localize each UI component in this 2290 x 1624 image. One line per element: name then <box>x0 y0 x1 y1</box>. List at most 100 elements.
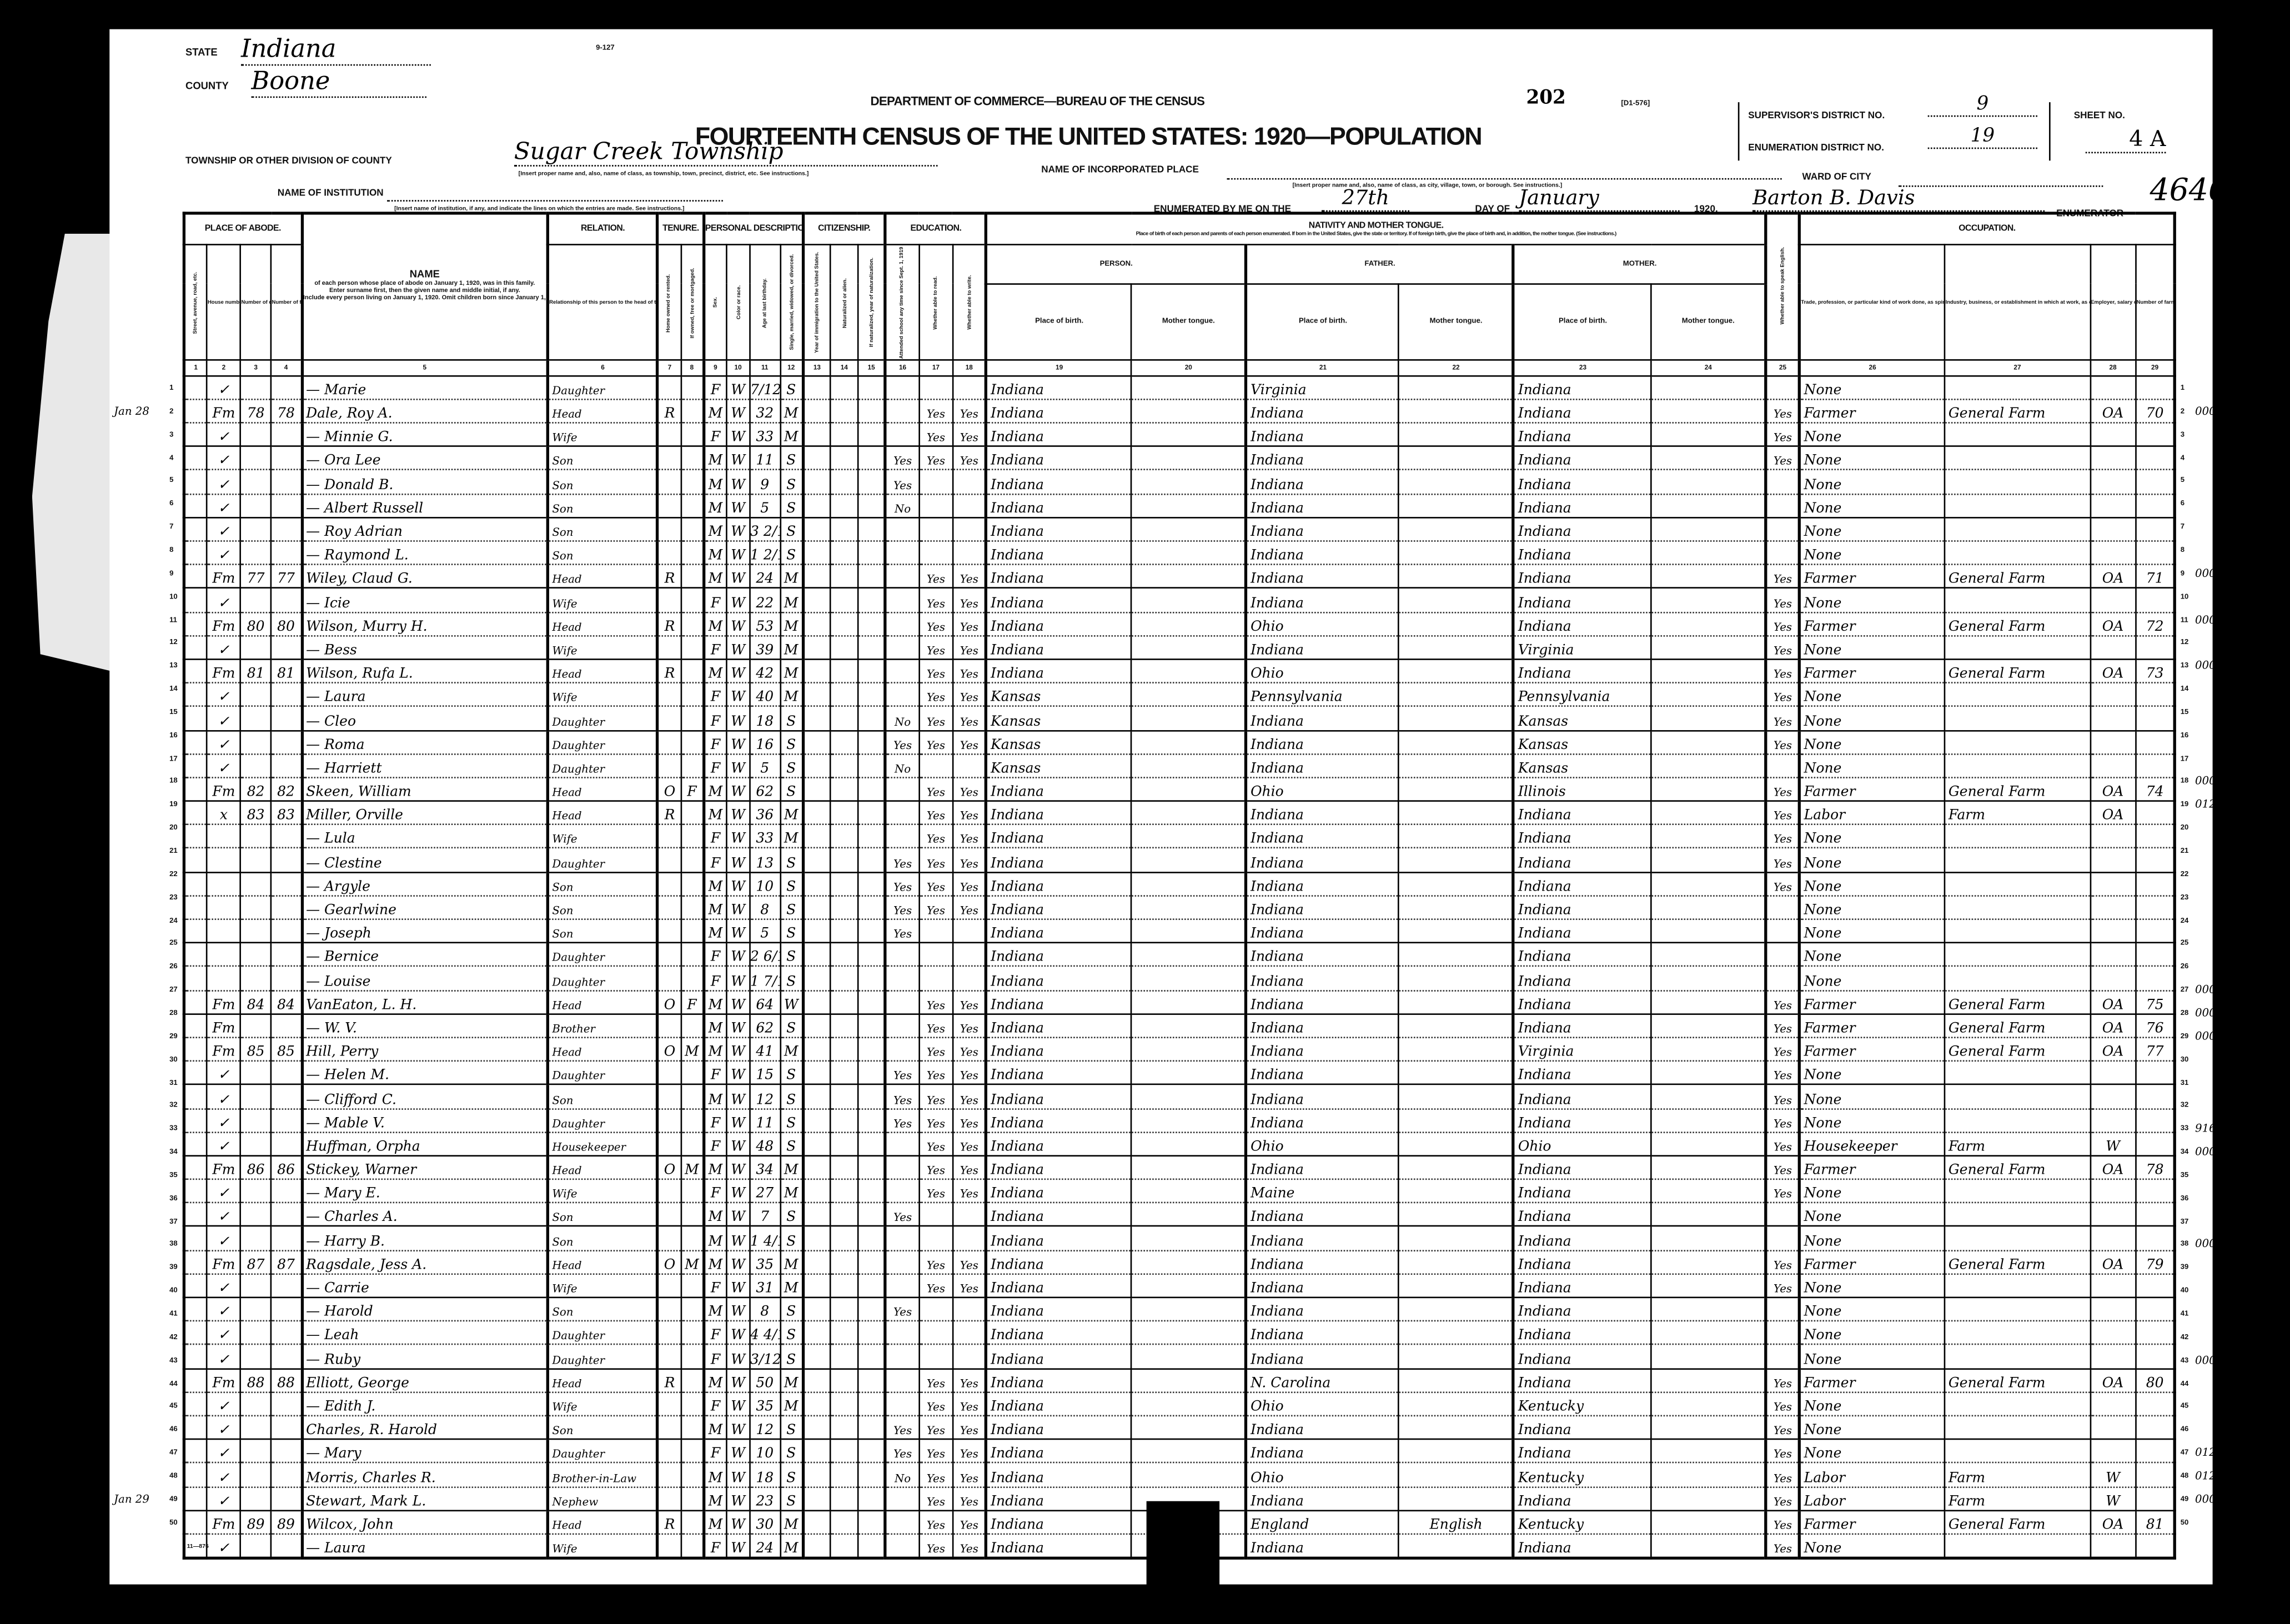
cell-naturalization-year <box>857 1392 887 1417</box>
cell-mother-mother-tongue <box>1650 682 1767 707</box>
cell-house-number: ✓ <box>206 1108 242 1133</box>
cell-age: 50 <box>749 1368 781 1393</box>
cell-mother-birthplace: Indiana <box>1513 659 1653 684</box>
cell-immigration-year <box>802 896 831 921</box>
cell-age: 22 <box>749 588 781 613</box>
line-number: 35 <box>169 1171 178 1180</box>
cell-industry <box>1944 872 2091 897</box>
cell-employment-class: OA <box>2089 801 2137 826</box>
cell-age: 31 <box>749 1274 781 1299</box>
cell-naturalized <box>830 1226 859 1251</box>
cell-age: 40 <box>749 682 781 707</box>
cell-family-number <box>270 848 303 873</box>
cell-relation: Son <box>547 896 660 921</box>
cell-race: W <box>726 801 751 826</box>
cell-house-number: ✓ <box>206 1486 242 1511</box>
line-number: 13 <box>169 661 178 671</box>
cell-home-owned: O <box>657 1250 682 1275</box>
margin-code: 012 <box>2195 797 2216 811</box>
cell-father-birthplace: Indiana <box>1245 801 1400 826</box>
cell-mother-tongue <box>1131 1439 1248 1464</box>
cell-relation: Daughter <box>547 966 660 991</box>
cell-race: W <box>726 1274 751 1299</box>
table-row: — Lula Wife F W 33 M Yes Yes Indiana Indiana India… <box>183 824 2176 849</box>
line-number: 30 <box>169 1055 178 1064</box>
cell-home-owned: R <box>657 1510 682 1535</box>
cell-house-number <box>206 848 242 873</box>
margin-code: 000 <box>2195 1492 2216 1506</box>
cell-race: W <box>726 1061 751 1086</box>
cell-mother-tongue <box>1131 801 1248 826</box>
cell-industry: General Farm <box>1944 1368 2091 1393</box>
cell-dwelling-number <box>239 446 272 471</box>
cell-mother-birthplace: Indiana <box>1513 824 1653 849</box>
cell-naturalized <box>830 1321 859 1346</box>
cell-naturalization-year <box>857 1534 887 1559</box>
cell-birthplace: Indiana <box>985 635 1133 660</box>
cell-mother-birthplace: Indiana <box>1513 1534 1653 1559</box>
cell-mother-mother-tongue <box>1650 1132 1767 1157</box>
cell-naturalization-year <box>857 1462 887 1487</box>
cell-father-birthplace: Indiana <box>1245 943 1400 968</box>
cell-father-birthplace: Indiana <box>1245 1226 1400 1251</box>
cell-owned-free-mortgaged <box>680 1415 705 1440</box>
cell-speaks-english <box>1765 1345 1801 1369</box>
cell-father-birthplace: Indiana <box>1245 1297 1400 1322</box>
cell-marital-status: S <box>779 446 805 471</box>
cell-home-owned <box>657 1132 682 1157</box>
cell-birthplace: Indiana <box>985 896 1133 921</box>
cell-employment-class: OA <box>2089 1250 2137 1275</box>
cell-house-number: ✓ <box>206 635 242 660</box>
cell-home-owned <box>657 848 682 873</box>
cell-home-owned: R <box>657 565 682 589</box>
cell-mother-mother-tongue <box>1650 1061 1767 1086</box>
cell-can-read: Yes <box>918 1132 954 1157</box>
cell-father-birthplace: England <box>1245 1510 1400 1535</box>
torn-paper-edge <box>32 233 114 672</box>
cell-relation: Daughter <box>547 943 660 968</box>
column-number: 8 <box>680 359 705 376</box>
cell-employment-class <box>2089 1534 2137 1559</box>
cell-trade: None <box>1799 966 1946 991</box>
cell-employment-class <box>2089 375 2137 400</box>
line-number: 4 <box>169 453 174 462</box>
cell-immigration-year <box>802 565 831 589</box>
cell-father-birthplace: Indiana <box>1245 966 1400 991</box>
cell-name: Ragsdale, Jess A. <box>300 1250 550 1275</box>
cell-owned-free-mortgaged <box>680 1132 705 1157</box>
cell-father-mother-tongue <box>1398 990 1515 1015</box>
cell-owned-free-mortgaged <box>680 943 705 968</box>
cell-owned-free-mortgaged <box>680 919 705 944</box>
header-c21: Place of birth. <box>1245 284 1400 360</box>
cell-father-mother-tongue <box>1398 541 1515 566</box>
cell-attended-school <box>885 990 920 1015</box>
cell-can-write <box>952 1321 988 1346</box>
cell-owned-free-mortgaged <box>680 1368 705 1393</box>
cell-employment-class <box>2089 730 2137 755</box>
cell-father-birthplace: Indiana <box>1245 470 1400 495</box>
cell-can-read <box>918 753 954 778</box>
margin-code: 916 <box>2195 1122 2216 1135</box>
cell-industry: General Farm <box>1944 612 2091 637</box>
cell-industry <box>1944 517 2091 542</box>
cell-relation: Son <box>547 517 660 542</box>
cell-race: W <box>726 682 751 707</box>
cell-mother-mother-tongue <box>1650 1108 1767 1133</box>
cell-father-birthplace: Ohio <box>1245 659 1400 684</box>
cell-race: W <box>726 1155 751 1180</box>
margin-code: 012 <box>2195 1446 2216 1459</box>
cell-sex: F <box>702 730 727 755</box>
cell-mother-birthplace: Kansas <box>1513 706 1653 731</box>
cell-speaks-english: Yes <box>1765 1013 1801 1038</box>
cell-attended-school <box>885 375 920 400</box>
cell-birthplace: Indiana <box>985 375 1133 400</box>
cell-street <box>183 1510 208 1535</box>
cell-birthplace: Indiana <box>985 565 1133 589</box>
line-number: 46 <box>169 1425 178 1435</box>
line-number: 14 <box>2180 685 2189 694</box>
cell-speaks-english: Yes <box>1765 990 1801 1015</box>
cell-attended-school: No <box>885 753 920 778</box>
cell-birthplace: Indiana <box>985 1013 1133 1038</box>
cell-sex: F <box>702 824 727 849</box>
cell-speaks-english: Yes <box>1765 1108 1801 1133</box>
